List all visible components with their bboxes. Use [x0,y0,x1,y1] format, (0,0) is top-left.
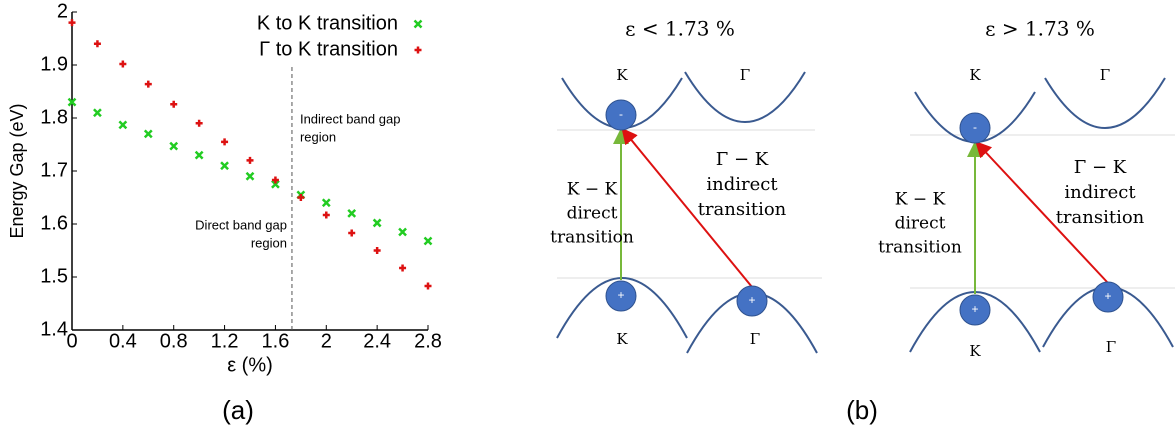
point [94,40,101,47]
point [221,162,228,169]
point [323,199,330,206]
annotation: region [251,235,287,250]
point [145,81,152,88]
valley-label: Γ [1100,66,1110,84]
y-tick-label: 1.4 [40,318,68,340]
point [374,247,381,254]
indirect-label: transition [1056,207,1145,228]
point [196,120,203,127]
panel-label: (a) [222,395,254,425]
y-tick-label: 2 [57,0,68,22]
direct-label: K − K [567,180,618,200]
figure: (a) (b) 1.4 1.5 1.6 1.7 1.8 1.9 2 0 0.4 0.8 1.2 1.6… [0,0,1175,438]
x-tick-label: 2 [321,330,332,352]
point [247,157,254,164]
indirect-label: Γ − K [1074,157,1127,178]
y-tick-label: 1.7 [40,159,68,181]
point [399,228,406,235]
y-tick-label: 1.8 [40,106,68,128]
point [221,138,228,145]
valley-label: Γ [740,66,750,84]
electron-sign: - [619,107,623,121]
electron-sign: - [973,120,977,134]
point [145,130,152,137]
x-tick-label: 2.4 [363,330,391,352]
direct-label: direct [895,214,946,234]
point [247,173,254,180]
y-tick-label: 1.9 [40,53,68,75]
hole-sign: + [1104,289,1111,303]
hill-label: Γ [750,330,760,348]
panel-label: (b) [846,395,878,425]
point [415,47,422,54]
x-tick-label: 0.8 [160,330,188,352]
panel-title: ε > 1.73 % [985,17,1095,41]
valley [1045,78,1165,128]
legend-label: K to K transition [257,12,398,34]
indirect-label: transition [698,199,787,220]
direct-label: transition [878,238,962,258]
point [374,219,381,226]
point [425,237,432,244]
valley-label: K [969,66,981,84]
point [170,143,177,150]
annotation: region [300,129,336,144]
direct-label: transition [550,228,634,248]
point [348,210,355,217]
panel-title: ε < 1.73 % [625,17,735,41]
point [348,230,355,237]
x-tick-label: 0.4 [109,330,137,352]
annotation: Direct band gap [195,217,287,232]
y-axis-label: Energy Gap (eV) [7,103,27,238]
y-tick-label: 1.6 [40,212,68,234]
x-tick-label: 1.6 [262,330,290,352]
hole-sign: + [617,288,624,302]
y-tick-label: 1.5 [40,265,68,287]
x-tick-label: 1.2 [211,330,239,352]
x-tick-label: 0 [66,330,77,352]
indirect-label: indirect [706,174,778,195]
legend-label: Γ to K transition [259,38,398,60]
annotation: Indirect band gap [300,111,400,126]
point [119,60,126,67]
hole-sign: + [971,302,978,316]
hill-label: Γ [1106,338,1116,356]
direct-label: K − K [895,190,946,210]
x-tick-label: 2.8 [414,330,442,352]
point [323,211,330,218]
point [69,19,76,26]
point [297,194,304,201]
point [415,21,422,28]
indirect-label: Γ − K [716,149,769,170]
x-axis-label: ε (%) [227,354,273,376]
hill-label: K [969,342,981,360]
indirect-label: indirect [1064,182,1136,203]
point [94,109,101,116]
point [170,101,177,108]
direct-label: direct [567,204,618,224]
point [196,152,203,159]
point [425,283,432,290]
hole-sign: + [748,293,755,307]
point [119,121,126,128]
valley-label: K [616,66,628,84]
hill-label: K [616,330,628,348]
point [399,264,406,271]
